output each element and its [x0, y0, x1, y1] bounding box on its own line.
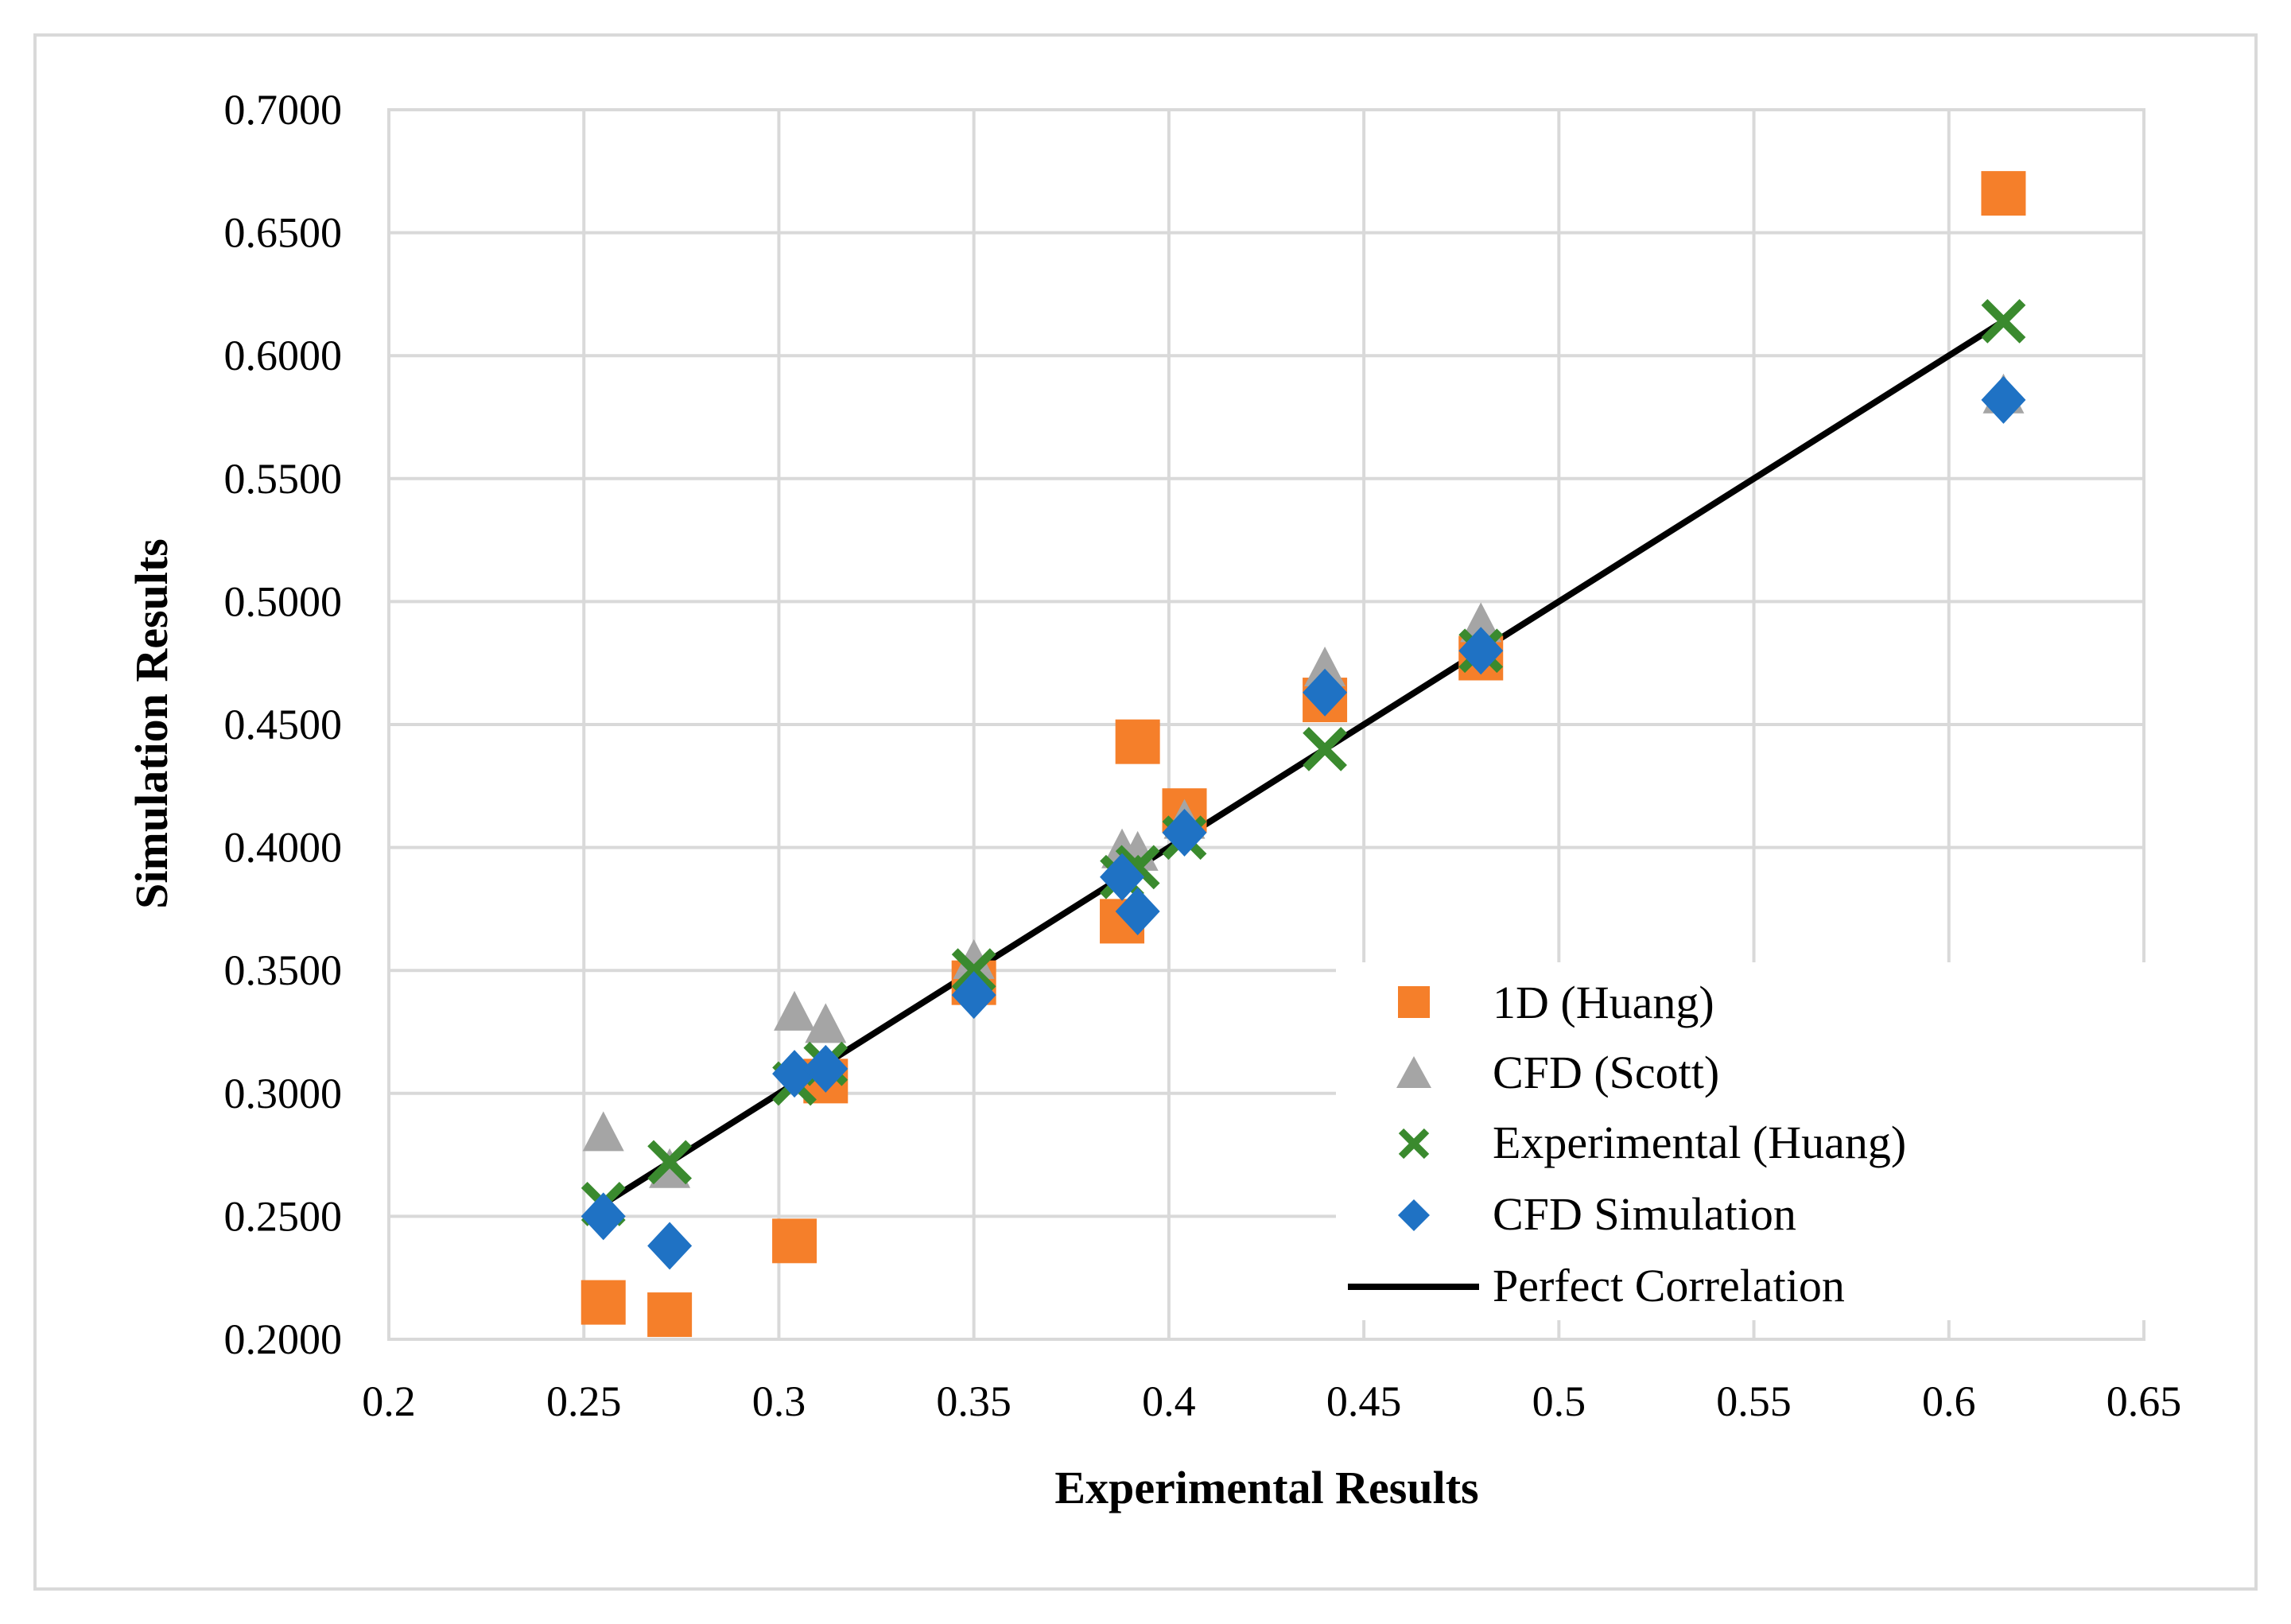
data-markers	[581, 171, 2026, 1338]
plot-area	[387, 108, 2145, 1341]
triangle-point	[582, 1111, 624, 1152]
square-point	[581, 1280, 626, 1325]
legend-x-marker	[1398, 1128, 1430, 1160]
y-tick-label: 0.5500	[224, 455, 343, 503]
y-tick-label: 0.6000	[224, 332, 343, 379]
x-tick-label: 0.35	[936, 1377, 1012, 1425]
legend-item-cfd-scott: CFD (Scott)	[1396, 1047, 1719, 1098]
legend-item-cfd-simulation: CFD Simulation	[1398, 1188, 1796, 1240]
legend-label: Experimental (Huang)	[1493, 1117, 1906, 1168]
series-cfd-simulation	[581, 375, 2026, 1270]
diamond-point	[1303, 668, 1348, 717]
x-point	[1981, 299, 2026, 344]
x-tick-labels: 0.2 0.25 0.3 0.35 0.4 0.45 0.5 0.55 0.6 0.65	[362, 1377, 2181, 1425]
legend-item-1d-huang: 1D (Huang)	[1398, 977, 1714, 1028]
x-tick-label: 0.2	[362, 1377, 416, 1425]
square-point	[1981, 171, 2026, 216]
legend-square-marker	[1398, 986, 1430, 1018]
triangle-point	[805, 1003, 847, 1043]
square-point	[772, 1218, 817, 1264]
chart-frame	[33, 33, 2258, 1591]
y-tick-label: 0.5000	[224, 577, 343, 625]
x-axis-title: Experimental Results	[1054, 1462, 1478, 1513]
diamond-point	[1162, 809, 1207, 857]
x-tick-label: 0.5	[1532, 1377, 1586, 1425]
legend-label: Perfect Correlation	[1493, 1260, 1845, 1311]
x-point	[1303, 727, 1347, 771]
legend-item-experimental-huang: Experimental (Huang)	[1398, 1117, 1906, 1168]
y-tick-label: 0.3500	[224, 946, 343, 994]
diamond-point	[1458, 627, 1504, 675]
x-tick-label: 0.6	[1922, 1377, 1976, 1425]
y-tick-label: 0.6500	[224, 209, 343, 257]
diamond-point	[647, 1222, 693, 1270]
diamond-point	[772, 1050, 817, 1098]
x-tick-label: 0.25	[546, 1377, 622, 1425]
legend-triangle-marker	[1396, 1056, 1431, 1088]
diamond-point	[1115, 887, 1160, 935]
legend-background	[1336, 962, 2147, 1320]
legend-label: CFD (Scott)	[1493, 1047, 1719, 1098]
diamond-point	[581, 1192, 626, 1241]
legend-label: CFD Simulation	[1493, 1188, 1796, 1240]
x-tick-label: 0.4	[1142, 1377, 1196, 1425]
y-axis-title: Simulation Results	[126, 538, 177, 909]
y-tick-label: 0.2000	[224, 1315, 343, 1363]
x-tick-label: 0.65	[2107, 1377, 2182, 1425]
square-point	[647, 1292, 693, 1338]
x-tick-label: 0.3	[752, 1377, 806, 1425]
legend-item-perfect-correlation: Perfect Correlation	[1348, 1260, 1845, 1311]
square-point	[1115, 719, 1160, 764]
y-tick-labels: 0.2000 0.2500 0.3000 0.3500 0.4000 0.4500 0.50…	[224, 86, 343, 1363]
x-point	[647, 1140, 693, 1185]
triangle-point	[774, 990, 816, 1031]
diamond-point	[803, 1044, 848, 1093]
legend-label: 1D (Huang)	[1493, 977, 1714, 1028]
legend: 1D (Huang) CFD (Scott) Experimental (Hua…	[1336, 962, 2147, 1320]
x-point	[951, 948, 996, 993]
triangle-point	[1460, 602, 1502, 643]
plot-border	[387, 108, 2145, 1341]
diamond-point	[951, 971, 996, 1020]
y-tick-label: 0.3000	[224, 1070, 343, 1117]
x-tick-label: 0.55	[1716, 1377, 1792, 1425]
y-tick-label: 0.4500	[224, 701, 343, 748]
legend-diamond-marker	[1398, 1199, 1430, 1231]
triangle-point	[1304, 646, 1346, 686]
y-tick-label: 0.2500	[224, 1192, 343, 1240]
diamond-point	[1100, 853, 1145, 901]
x-tick-label: 0.45	[1326, 1377, 1402, 1425]
y-tick-label: 0.7000	[224, 86, 343, 134]
y-tick-label: 0.4000	[224, 824, 343, 872]
triangle-point	[953, 938, 995, 979]
diamond-point	[1981, 375, 2026, 424]
